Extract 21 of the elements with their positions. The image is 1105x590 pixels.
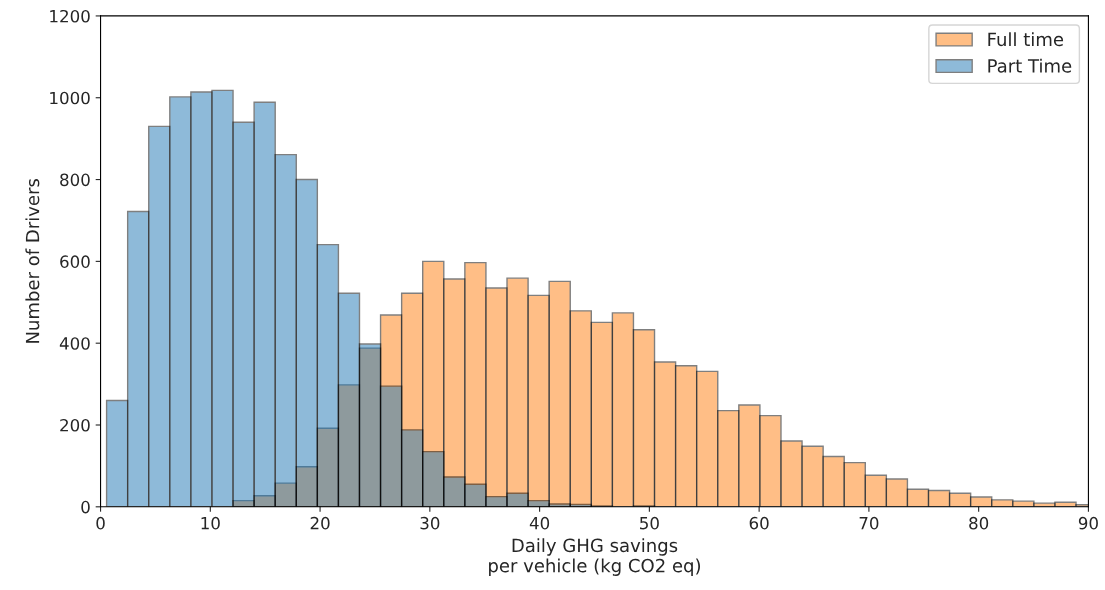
x-tick-label: 30 <box>420 516 440 530</box>
legend-label: Full time <box>988 32 1064 47</box>
y-axis-title: Number of Drivers <box>25 179 40 343</box>
x-tick-label: 90 <box>1078 516 1098 530</box>
legend-label: Part Time <box>988 58 1072 73</box>
x-tick-label: 50 <box>640 516 659 530</box>
y-tick-label: 800 <box>60 173 90 187</box>
x-tick-label: 60 <box>749 516 769 530</box>
y-tick-label: 200 <box>60 418 90 432</box>
x-tick-label: 20 <box>310 516 330 530</box>
y-tick-label: 400 <box>59 337 90 350</box>
x-tick-label: 80 <box>969 516 989 530</box>
x-tick-label: 10 <box>201 516 220 530</box>
x-tick-label: 0 <box>96 516 105 530</box>
y-tick-label: 1200 <box>50 9 90 23</box>
x-tick-label: 40 <box>529 516 550 530</box>
x-tick-label: 70 <box>859 516 879 530</box>
y-tick-label: 1000 <box>50 91 90 105</box>
y-tick-label: 600 <box>60 255 90 268</box>
y-tick-label: 0 <box>81 500 90 514</box>
x-axis-title: Daily GHG savings per vehicle (kg CO2 eq) <box>489 538 700 576</box>
